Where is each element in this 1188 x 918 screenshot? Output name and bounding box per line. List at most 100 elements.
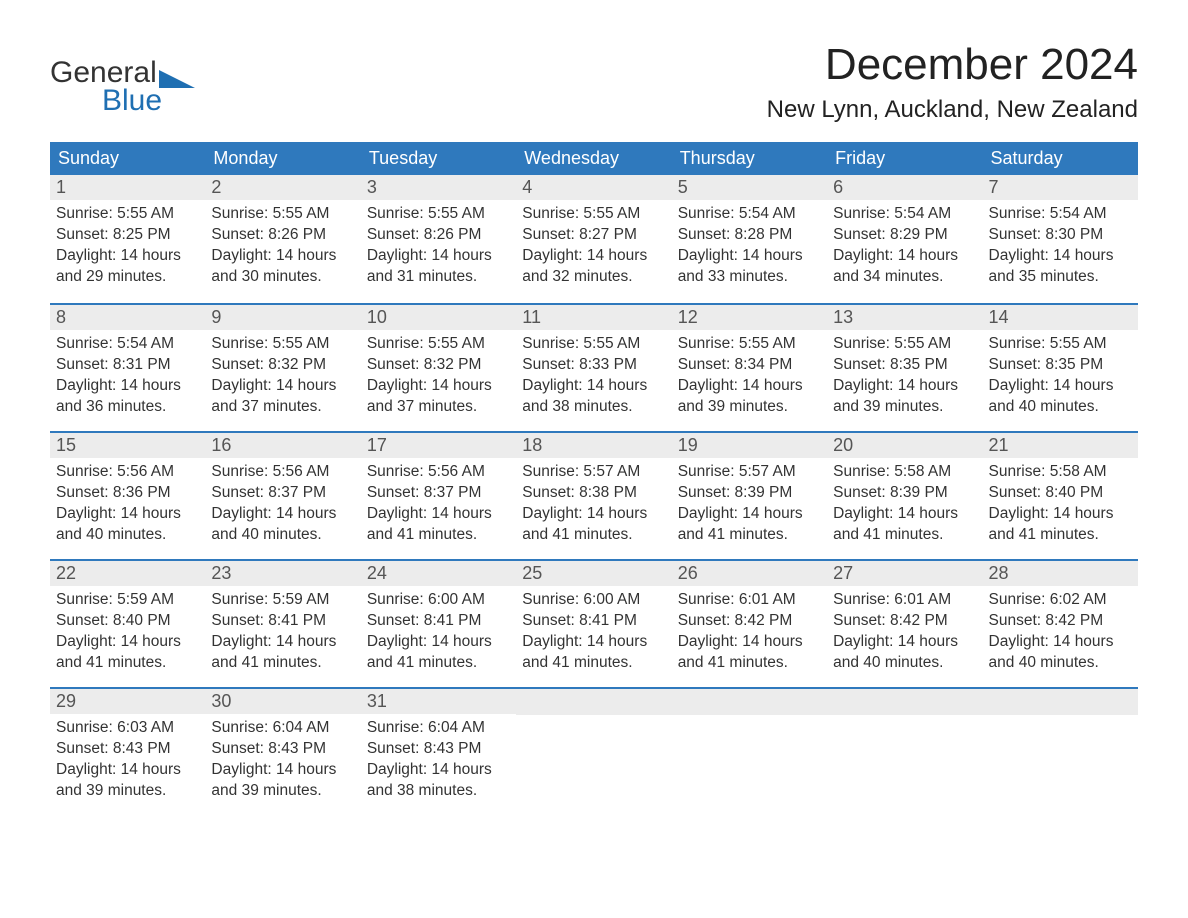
calendar-week: 29Sunrise: 6:03 AMSunset: 8:43 PMDayligh…	[50, 687, 1138, 815]
weekday-header: Thursday	[672, 142, 827, 175]
sunrise-line: Sunrise: 6:04 AM	[367, 718, 510, 739]
day-body: Sunrise: 5:54 AMSunset: 8:28 PMDaylight:…	[672, 200, 827, 300]
day-cell: 10Sunrise: 5:55 AMSunset: 8:32 PMDayligh…	[361, 305, 516, 431]
day-body: Sunrise: 5:55 AMSunset: 8:26 PMDaylight:…	[361, 200, 516, 300]
sunset-line: Sunset: 8:37 PM	[367, 483, 510, 504]
day-number: 10	[361, 305, 516, 330]
day-number: 27	[827, 561, 982, 586]
calendar: SundayMondayTuesdayWednesdayThursdayFrid…	[50, 142, 1138, 815]
title-block: December 2024 New Lynn, Auckland, New Ze…	[767, 40, 1138, 124]
daylight-line: Daylight: 14 hours and 31 minutes.	[367, 246, 510, 288]
day-body: Sunrise: 5:55 AMSunset: 8:27 PMDaylight:…	[516, 200, 671, 300]
weekday-header: Saturday	[983, 142, 1138, 175]
sunrise-line: Sunrise: 5:59 AM	[56, 590, 199, 611]
daylight-line: Daylight: 14 hours and 41 minutes.	[833, 504, 976, 546]
day-cell: 11Sunrise: 5:55 AMSunset: 8:33 PMDayligh…	[516, 305, 671, 431]
day-body: Sunrise: 5:56 AMSunset: 8:37 PMDaylight:…	[361, 458, 516, 558]
daylight-line: Daylight: 14 hours and 41 minutes.	[522, 504, 665, 546]
day-number: 23	[205, 561, 360, 586]
day-cell: 13Sunrise: 5:55 AMSunset: 8:35 PMDayligh…	[827, 305, 982, 431]
day-number: 29	[50, 689, 205, 714]
sunrise-line: Sunrise: 5:55 AM	[367, 334, 510, 355]
day-number: 2	[205, 175, 360, 200]
day-cell: 30Sunrise: 6:04 AMSunset: 8:43 PMDayligh…	[205, 689, 360, 815]
daylight-line: Daylight: 14 hours and 40 minutes.	[211, 504, 354, 546]
daylight-line: Daylight: 14 hours and 34 minutes.	[833, 246, 976, 288]
day-body: Sunrise: 5:55 AMSunset: 8:25 PMDaylight:…	[50, 200, 205, 300]
day-number: 24	[361, 561, 516, 586]
day-number: 16	[205, 433, 360, 458]
sunset-line: Sunset: 8:42 PM	[833, 611, 976, 632]
sunrise-line: Sunrise: 5:55 AM	[522, 334, 665, 355]
day-number: 12	[672, 305, 827, 330]
sunrise-line: Sunrise: 6:02 AM	[989, 590, 1132, 611]
day-body: Sunrise: 6:01 AMSunset: 8:42 PMDaylight:…	[827, 586, 982, 686]
daylight-line: Daylight: 14 hours and 41 minutes.	[367, 632, 510, 674]
sunset-line: Sunset: 8:29 PM	[833, 225, 976, 246]
day-number: 18	[516, 433, 671, 458]
day-body: Sunrise: 5:55 AMSunset: 8:33 PMDaylight:…	[516, 330, 671, 430]
daylight-line: Daylight: 14 hours and 41 minutes.	[678, 632, 821, 674]
daylight-line: Daylight: 14 hours and 40 minutes.	[56, 504, 199, 546]
day-cell: 15Sunrise: 5:56 AMSunset: 8:36 PMDayligh…	[50, 433, 205, 559]
day-body: Sunrise: 6:02 AMSunset: 8:42 PMDaylight:…	[983, 586, 1138, 686]
sunrise-line: Sunrise: 5:56 AM	[211, 462, 354, 483]
daylight-line: Daylight: 14 hours and 37 minutes.	[211, 376, 354, 418]
day-number: 13	[827, 305, 982, 330]
day-body: Sunrise: 6:01 AMSunset: 8:42 PMDaylight:…	[672, 586, 827, 686]
sunset-line: Sunset: 8:31 PM	[56, 355, 199, 376]
header: General Blue December 2024 New Lynn, Auc…	[50, 40, 1138, 124]
sunrise-line: Sunrise: 5:55 AM	[678, 334, 821, 355]
calendar-week: 22Sunrise: 5:59 AMSunset: 8:40 PMDayligh…	[50, 559, 1138, 687]
sunset-line: Sunset: 8:34 PM	[678, 355, 821, 376]
day-cell: 4Sunrise: 5:55 AMSunset: 8:27 PMDaylight…	[516, 175, 671, 303]
day-body: Sunrise: 5:55 AMSunset: 8:35 PMDaylight:…	[827, 330, 982, 430]
daylight-line: Daylight: 14 hours and 32 minutes.	[522, 246, 665, 288]
day-cell: 16Sunrise: 5:56 AMSunset: 8:37 PMDayligh…	[205, 433, 360, 559]
day-body: Sunrise: 5:55 AMSunset: 8:35 PMDaylight:…	[983, 330, 1138, 430]
daylight-line: Daylight: 14 hours and 40 minutes.	[989, 376, 1132, 418]
logo-text-blue: Blue	[50, 86, 195, 116]
sunset-line: Sunset: 8:36 PM	[56, 483, 199, 504]
daylight-line: Daylight: 14 hours and 40 minutes.	[989, 632, 1132, 674]
sunset-line: Sunset: 8:43 PM	[56, 739, 199, 760]
day-cell: 8Sunrise: 5:54 AMSunset: 8:31 PMDaylight…	[50, 305, 205, 431]
daylight-line: Daylight: 14 hours and 29 minutes.	[56, 246, 199, 288]
calendar-week: 1Sunrise: 5:55 AMSunset: 8:25 PMDaylight…	[50, 175, 1138, 303]
day-number: 7	[983, 175, 1138, 200]
day-cell	[516, 689, 671, 815]
calendar-week: 15Sunrise: 5:56 AMSunset: 8:36 PMDayligh…	[50, 431, 1138, 559]
sunrise-line: Sunrise: 5:54 AM	[56, 334, 199, 355]
day-number: 1	[50, 175, 205, 200]
sunrise-line: Sunrise: 5:55 AM	[211, 204, 354, 225]
sunrise-line: Sunrise: 5:54 AM	[678, 204, 821, 225]
day-cell: 9Sunrise: 5:55 AMSunset: 8:32 PMDaylight…	[205, 305, 360, 431]
sunset-line: Sunset: 8:40 PM	[989, 483, 1132, 504]
day-cell: 28Sunrise: 6:02 AMSunset: 8:42 PMDayligh…	[983, 561, 1138, 687]
logo: General Blue	[50, 40, 195, 116]
sunrise-line: Sunrise: 5:57 AM	[678, 462, 821, 483]
day-cell: 3Sunrise: 5:55 AMSunset: 8:26 PMDaylight…	[361, 175, 516, 303]
day-body: Sunrise: 5:58 AMSunset: 8:39 PMDaylight:…	[827, 458, 982, 558]
weekday-header: Tuesday	[361, 142, 516, 175]
day-number: 31	[361, 689, 516, 714]
sunrise-line: Sunrise: 6:01 AM	[678, 590, 821, 611]
sunrise-line: Sunrise: 6:00 AM	[522, 590, 665, 611]
daylight-line: Daylight: 14 hours and 39 minutes.	[678, 376, 821, 418]
day-cell: 14Sunrise: 5:55 AMSunset: 8:35 PMDayligh…	[983, 305, 1138, 431]
sunset-line: Sunset: 8:38 PM	[522, 483, 665, 504]
daylight-line: Daylight: 14 hours and 37 minutes.	[367, 376, 510, 418]
sunset-line: Sunset: 8:26 PM	[211, 225, 354, 246]
sunset-line: Sunset: 8:42 PM	[678, 611, 821, 632]
day-number: 21	[983, 433, 1138, 458]
day-body: Sunrise: 6:04 AMSunset: 8:43 PMDaylight:…	[361, 714, 516, 814]
day-body: Sunrise: 5:57 AMSunset: 8:38 PMDaylight:…	[516, 458, 671, 558]
location-subtitle: New Lynn, Auckland, New Zealand	[767, 96, 1138, 124]
day-body: Sunrise: 5:57 AMSunset: 8:39 PMDaylight:…	[672, 458, 827, 558]
sunrise-line: Sunrise: 5:58 AM	[989, 462, 1132, 483]
day-body: Sunrise: 6:00 AMSunset: 8:41 PMDaylight:…	[516, 586, 671, 686]
daylight-line: Daylight: 14 hours and 41 minutes.	[522, 632, 665, 674]
day-cell: 31Sunrise: 6:04 AMSunset: 8:43 PMDayligh…	[361, 689, 516, 815]
sunrise-line: Sunrise: 5:59 AM	[211, 590, 354, 611]
day-body: Sunrise: 5:59 AMSunset: 8:41 PMDaylight:…	[205, 586, 360, 686]
